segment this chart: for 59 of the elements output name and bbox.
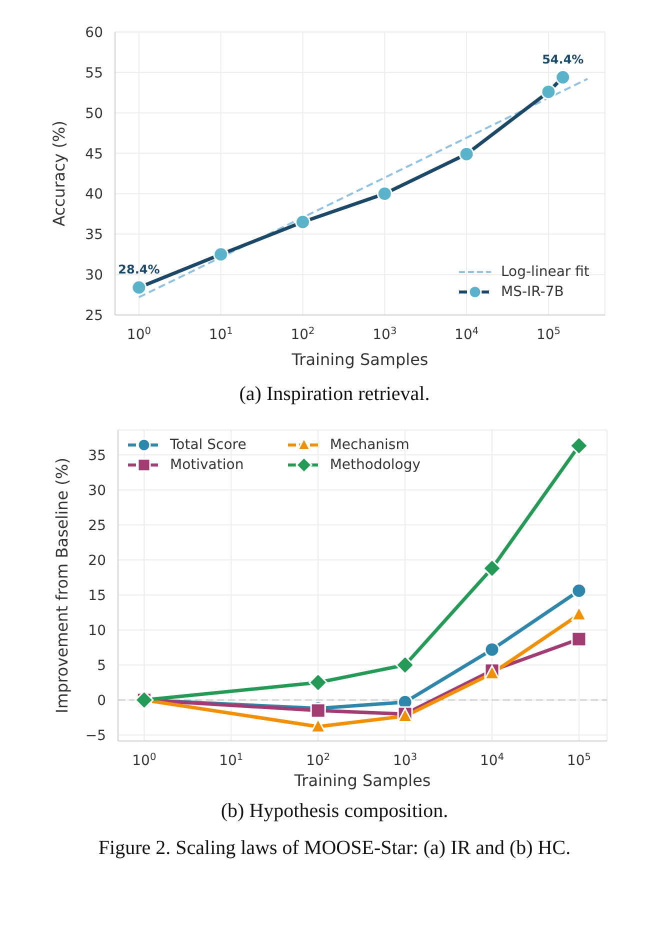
y-tick-label: 40 [85,186,103,203]
x-tick-label: 10$^{1}$ [219,752,244,769]
x-tick-label: 10$^{3}$ [372,326,397,343]
legend-label: Motivation [170,457,244,473]
x-tick-label: 10$^{4}$ [454,326,479,343]
data-label: 54.4% [542,52,584,66]
x-axis-title: Training Samples [290,350,428,369]
point [540,84,556,100]
data-label: 28.4% [118,262,160,277]
legend-label: Total Score [170,437,246,453]
text: (a) Inspiration retrieval. [238,383,431,406]
y-axis-title: Improvement from Baseline (%) [52,458,72,714]
y-tick-label: 30 [88,482,106,499]
y-tick-label: 35 [85,227,103,244]
point [308,673,328,692]
y-tick-label: 45 [85,146,103,162]
x-tick-label: 10$^{0}$ [132,752,156,769]
x-tick-label: 10$^{5}$ [566,752,592,769]
x-tick-label: 10$^{2}$ [290,326,315,343]
x-tick-label: 10$^{1}$ [208,326,233,343]
point [484,642,500,658]
x-tick-label: 10$^{0}$ [126,326,151,343]
point [213,246,229,262]
y-tick-label: 5 [97,658,106,674]
caption: Figure 2. Scaling laws of MOOSE-Star: (a) IR and (b) HC. [97,837,572,860]
y-tick-label: 15 [88,588,106,604]
legend-label: Mechanism [330,437,410,453]
x-tick-label: 10$^{3}$ [393,752,418,769]
point [482,558,502,578]
point [571,631,587,647]
x-tick-label: 10$^{2}$ [306,752,330,769]
x-axis-title: Training Samples [293,771,431,790]
y-tick-label: 20 [88,552,106,569]
y-tick-label: 10 [88,622,106,639]
y-tick-label: 35 [88,448,106,464]
legend-label: Methodology [330,457,421,473]
point [571,606,587,621]
y-tick-label: 30 [85,268,103,284]
y-tick-label: 50 [85,106,103,122]
legend-label: MS-IR-7B [501,284,564,300]
point [310,718,326,733]
point [376,186,392,202]
point [131,280,147,296]
text: (b) Hypothesis composition. [220,800,450,823]
point [295,214,311,230]
x-tick-label: 10$^{4}$ [480,752,504,769]
point [396,656,415,674]
y-tick-label: 0 [97,693,106,710]
point [569,436,588,456]
y-tick-label: 25 [88,518,106,534]
x-tick-label: 10$^{5}$ [536,326,560,343]
point [571,583,587,599]
y-tick-label: −5 [85,728,106,744]
legend-label: Log-linear fit [501,264,590,280]
y-tick-label: 25 [85,308,103,324]
y-tick-label: 55 [85,65,103,82]
y-axis-title: Accuracy (%) [50,120,69,226]
point [458,146,474,162]
y-tick-label: 60 [85,25,103,41]
